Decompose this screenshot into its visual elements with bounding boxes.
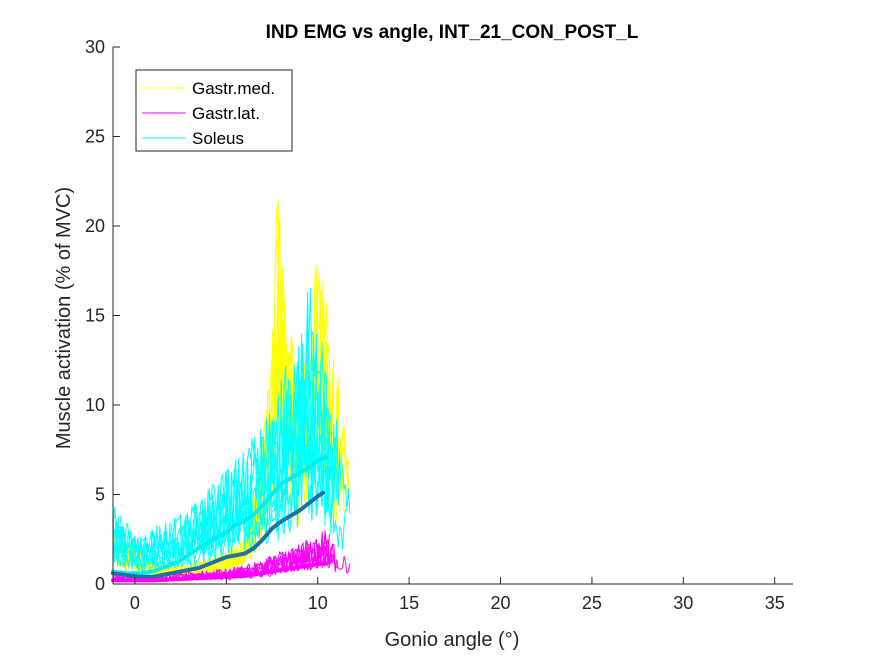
trace-soleus-trial	[112, 288, 351, 563]
y-tick-label: 20	[85, 216, 105, 236]
legend-label-soleus: Soleus	[192, 129, 244, 148]
x-tick-label: 5	[221, 593, 231, 613]
trace-soleus-trial	[112, 365, 342, 568]
x-tick-label: 20	[491, 593, 511, 613]
x-tick-label: 35	[765, 593, 785, 613]
y-tick-label: 10	[85, 395, 105, 415]
legend-label-gastr-med: Gastr.med.	[192, 79, 275, 98]
trace-soleus-trial	[112, 436, 348, 573]
x-tick-label: 30	[673, 593, 693, 613]
x-tick-label: 0	[130, 593, 140, 613]
y-tick-label: 5	[95, 485, 105, 505]
axes: 0 5 10 15 20 25 30 35 0 5 10 15 20 25 30	[85, 37, 793, 613]
y-tick-label: 0	[95, 574, 105, 594]
plot-traces	[111, 200, 351, 583]
chart-title: IND EMG vs angle, INT_21_CON_POST_L	[266, 22, 639, 43]
x-tick-label: 10	[308, 593, 328, 613]
y-tick-label: 25	[85, 127, 105, 147]
y-tick-label: 30	[85, 37, 105, 57]
x-axis-title: Gonio angle (°)	[385, 629, 520, 651]
trace-soleus-trial	[112, 292, 333, 561]
legend-label-gastr-lat: Gastr.lat.	[192, 104, 260, 123]
mean-line-gastr-lat	[111, 561, 329, 583]
mean-line-soleus	[111, 454, 329, 576]
mean-line-gastr-med	[111, 490, 326, 579]
y-tick-label: 15	[85, 306, 105, 326]
legend: Gastr.med. Gastr.lat. Soleus	[135, 69, 293, 152]
x-tick-label: 15	[399, 593, 419, 613]
y-axis-title: Muscle activation (% of MVC)	[53, 187, 75, 449]
x-tick-label: 25	[582, 593, 602, 613]
